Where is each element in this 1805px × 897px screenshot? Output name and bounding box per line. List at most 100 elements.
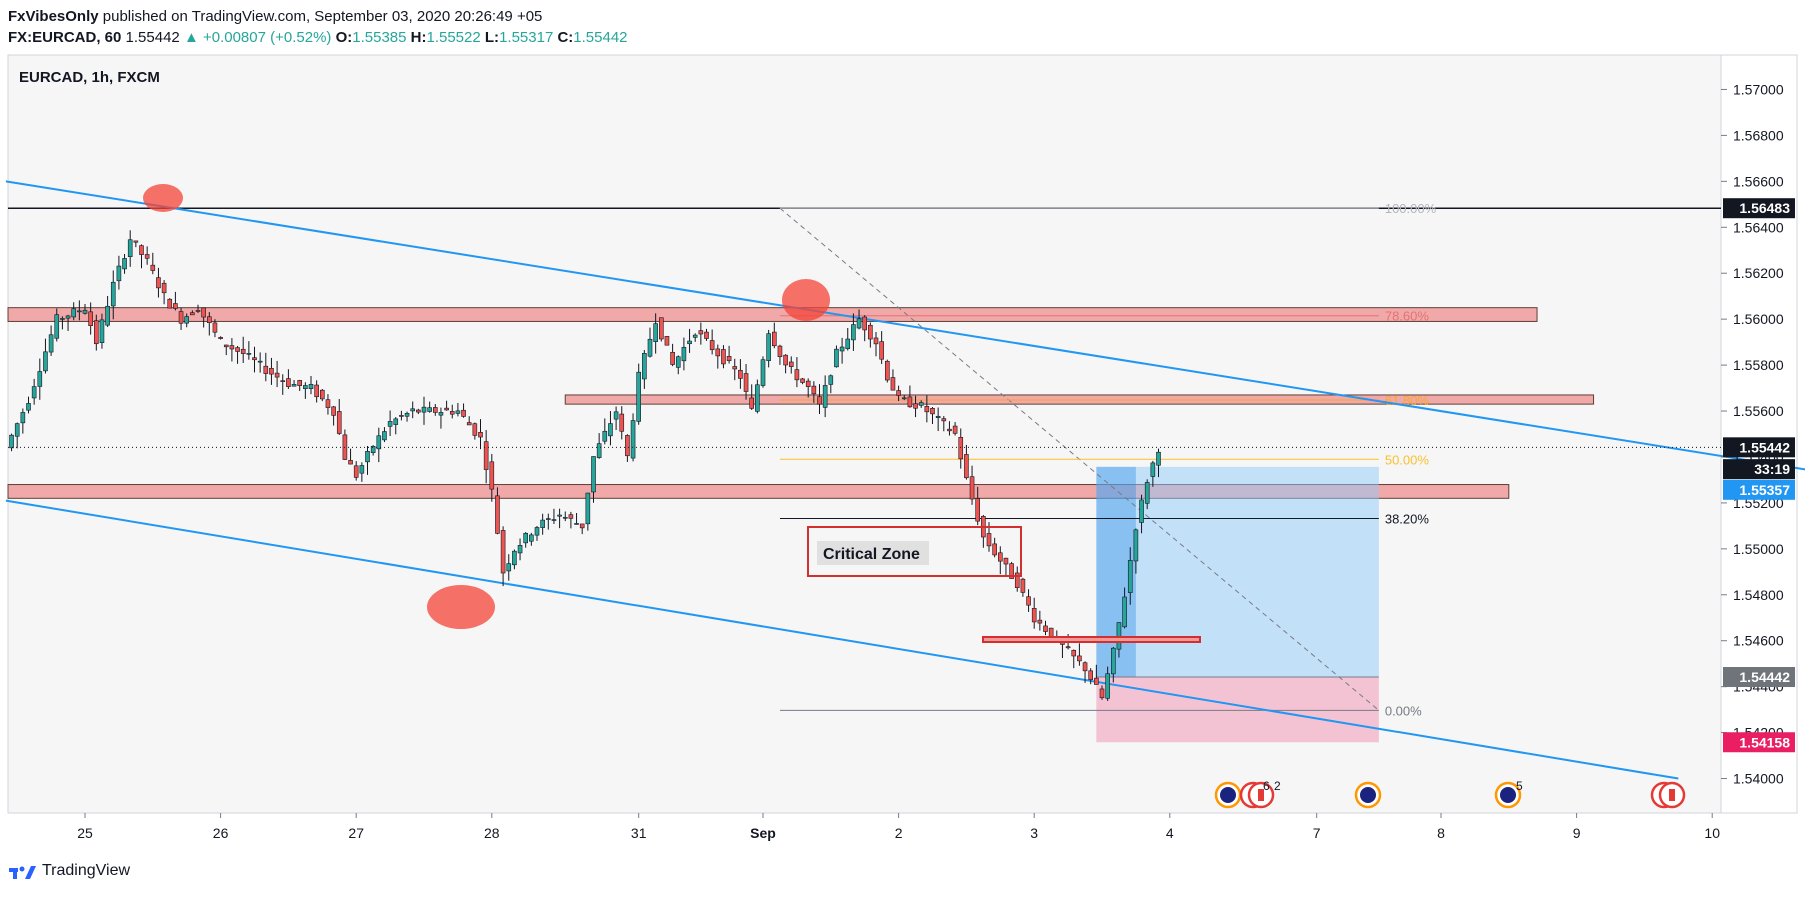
candle-body <box>969 476 975 500</box>
candle-body <box>1031 607 1037 623</box>
candle-body <box>410 408 416 412</box>
x-tick-label: 28 <box>484 825 500 841</box>
candle-body <box>195 310 201 312</box>
candle-body <box>506 563 512 572</box>
candle-body <box>331 406 336 416</box>
candle-body <box>562 516 568 519</box>
price-label: 1.54158 <box>1739 734 1790 750</box>
price-label: 1.54442 <box>1739 669 1790 685</box>
candle-body <box>794 369 800 381</box>
candle-body <box>376 435 382 450</box>
candle-body <box>551 519 557 521</box>
candle-body <box>845 338 851 349</box>
candle-body <box>788 361 794 367</box>
annotations[interactable]: Critical Zone <box>807 526 1201 643</box>
candle-body <box>755 384 760 412</box>
candle-body <box>500 530 506 574</box>
candle-body <box>71 308 76 318</box>
candle-body <box>1099 688 1105 699</box>
high-label: H: <box>410 29 427 46</box>
critical-zone-label: Critical Zone <box>823 546 920 563</box>
candle-body <box>884 360 890 381</box>
candle-body <box>60 318 65 320</box>
candle-body <box>156 277 161 289</box>
x-tick-label: 27 <box>348 825 364 841</box>
candle-body <box>568 514 574 519</box>
candle-body <box>382 431 387 441</box>
close-label: C: <box>557 29 574 46</box>
x-tick-label: Sep <box>750 825 776 841</box>
candle-body <box>636 371 642 422</box>
candle-body <box>127 239 133 257</box>
price-label: 1.55357 <box>1739 482 1790 498</box>
candle-body <box>495 495 500 534</box>
candle-body <box>416 409 421 413</box>
candle-body <box>811 385 817 395</box>
candle-body <box>534 527 540 536</box>
fibonacci-retracement[interactable]: 100.00%78.60%61.80%50.00%38.20%0.00% <box>779 201 1437 718</box>
candle-body <box>1156 451 1161 466</box>
candle-body <box>387 421 393 427</box>
candle-body <box>223 344 229 348</box>
candle-body <box>1105 673 1110 699</box>
plot-background <box>7 54 1722 814</box>
candle-body <box>896 390 901 396</box>
candle-body <box>777 345 783 358</box>
candle-body <box>161 282 167 294</box>
candle-body <box>579 523 585 529</box>
y-tick-label: 1.56600 <box>1733 173 1784 189</box>
price-scale[interactable] <box>1720 54 1798 814</box>
candle-body <box>760 359 766 386</box>
candle-body <box>523 532 529 544</box>
y-tick-label: 1.57000 <box>1733 81 1784 97</box>
candle-body <box>681 346 687 362</box>
candle-body <box>692 334 698 338</box>
candle-body <box>675 356 681 368</box>
candle-body <box>308 384 314 389</box>
support-line-box <box>982 636 1201 643</box>
candle-body <box>1094 677 1099 685</box>
candle-body <box>365 451 370 463</box>
candle-body <box>732 366 738 370</box>
candle-body <box>489 461 495 490</box>
author-name[interactable]: FxVibesOnly <box>8 8 99 25</box>
candle-body <box>726 356 732 361</box>
candle-body <box>529 534 534 542</box>
ca-flag-center <box>1258 789 1264 801</box>
price-label-bg <box>1723 479 1795 500</box>
candle-body <box>1116 622 1122 650</box>
candle-body <box>771 331 777 347</box>
pane-title: EURCAD, 1h, FXCM <box>19 69 160 86</box>
fib-level-label: 38.20% <box>1385 512 1430 527</box>
candle-body <box>856 318 862 329</box>
candle-body <box>291 384 297 387</box>
x-tick-label: 4 <box>1166 825 1174 841</box>
candle-body <box>1122 596 1127 628</box>
candle-body <box>167 298 173 309</box>
descending-channel[interactable] <box>5 180 1805 780</box>
long-position-tool[interactable] <box>1096 466 1379 743</box>
candle-body <box>613 411 619 420</box>
footer-brand[interactable]: TradingView <box>42 862 131 879</box>
candle-body <box>257 360 263 363</box>
candle-body <box>1082 662 1088 672</box>
candle-body <box>1020 578 1026 593</box>
candle-body <box>743 373 749 392</box>
candle-body <box>647 338 653 357</box>
candle-body <box>246 353 252 355</box>
candle-body <box>173 303 178 309</box>
candle-body <box>997 552 1003 562</box>
candle-body <box>263 365 269 374</box>
tradingview-logo-icon <box>9 866 36 879</box>
x-tick-label: 9 <box>1573 825 1581 841</box>
symbol-label: FX:EURCAD, 60 <box>8 29 122 46</box>
high-value: 1.55522 <box>426 29 481 46</box>
candle-body <box>99 319 105 343</box>
x-tick-label: 8 <box>1437 825 1445 841</box>
candle-body <box>800 378 805 383</box>
candle-body <box>280 380 286 382</box>
x-tick-label: 7 <box>1313 825 1321 841</box>
candle-body <box>557 514 562 517</box>
